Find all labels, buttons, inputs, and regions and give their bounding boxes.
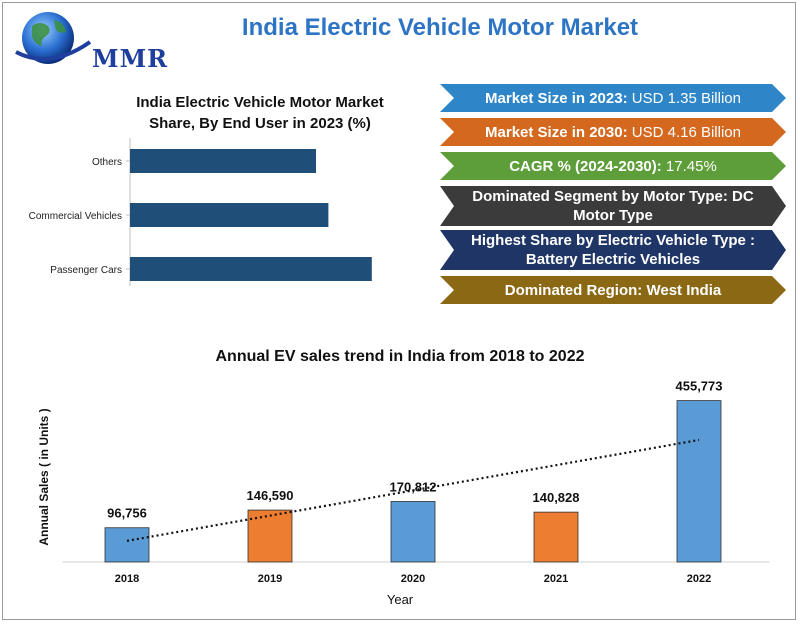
bar-value-label: 140,828 [533,490,580,505]
globe-icon [15,12,92,64]
bar-value-label: 170,812 [390,480,437,495]
year-tick-label: 2018 [115,573,139,585]
highlight-text: Market Size in 2030: USD 4.16 Billion [485,123,741,142]
share-chart-title-line2: Share, By End User in 2023 (%) [149,115,371,132]
highlight-label: Market Size in 2030: [485,123,628,141]
mmr-logo: MMR [10,8,170,73]
highlight-label: Dominated Region: West India [504,281,722,299]
logo-text: MMR [92,44,169,73]
highlight-text: CAGR % (2024-2030): 17.45% [509,157,717,176]
bar-value-label: 146,590 [247,488,294,503]
highlight-text: Market Size in 2023: USD 1.35 Billion [485,89,741,108]
share-bar [130,203,329,227]
highlight-label: Dominated Segment by Motor Type: DC Moto… [472,188,754,224]
highlight-banner: Market Size in 2023: USD 1.35 Billion [440,84,786,112]
highlight-value: USD 1.35 Billion [627,89,741,107]
ev-sales-bar [676,400,722,563]
highlight-banner: Dominated Region: West India [440,276,786,304]
ev-sales-bar [390,501,436,563]
share-chart-title: India Electric Vehicle Motor Market Shar… [95,92,425,134]
share-bar [130,149,316,173]
trend-line [126,438,700,542]
share-category-label: Others [92,157,122,168]
ev-chart-title: Annual EV sales trend in India from 2018… [215,348,585,365]
highlight-label: CAGR % (2024-2030): [509,157,662,175]
share-bar-chart: Others Commercial Vehicles Passenger Cars [29,138,372,286]
year-tick-label: 2019 [258,573,282,585]
ev-sales-chart: 96,756 2018 146,590 2019 170,812 2020 140,828 2… [37,379,770,607]
year-tick-label: 2020 [401,573,425,585]
bar-value-label: 96,756 [107,506,147,521]
bar-value-label: 455,773 [676,379,723,394]
year-tick-label: 2021 [544,573,568,585]
highlight-label: Highest Share by Electric Vehicle Type :… [471,232,755,268]
ev-sales-bar [104,527,150,563]
highlight-value: USD 4.16 Billion [627,123,741,141]
highlight-text: Dominated Region: West India [505,281,721,300]
ev-sales-bar [533,511,579,563]
highlight-banner: Market Size in 2030: USD 4.16 Billion [440,118,786,146]
share-chart-title-line1: India Electric Vehicle Motor Market [136,94,384,111]
highlight-banner: Dominated Segment by Motor Type: DC Moto… [440,186,786,226]
year-tick-label: 2022 [687,573,711,585]
share-category-label: Commercial Vehicles [29,211,122,222]
share-bar [130,257,372,281]
highlight-label: Market Size in 2023: [485,89,628,107]
highlight-value: 17.45% [661,157,717,175]
page-title: India Electric Vehicle Motor Market [241,14,639,41]
highlight-text: Highest Share by Electric Vehicle Type :… [462,231,764,269]
x-axis-title: Year [387,592,414,607]
highlight-text: Dominated Segment by Motor Type: DC Moto… [462,187,764,225]
share-category-label: Passenger Cars [50,265,122,276]
highlight-banner: CAGR % (2024-2030): 17.45% [440,152,786,180]
highlight-banner: Highest Share by Electric Vehicle Type :… [440,230,786,270]
y-axis-title: Annual Sales ( in Units ) [37,408,51,545]
ev-sales-bar [247,509,293,563]
